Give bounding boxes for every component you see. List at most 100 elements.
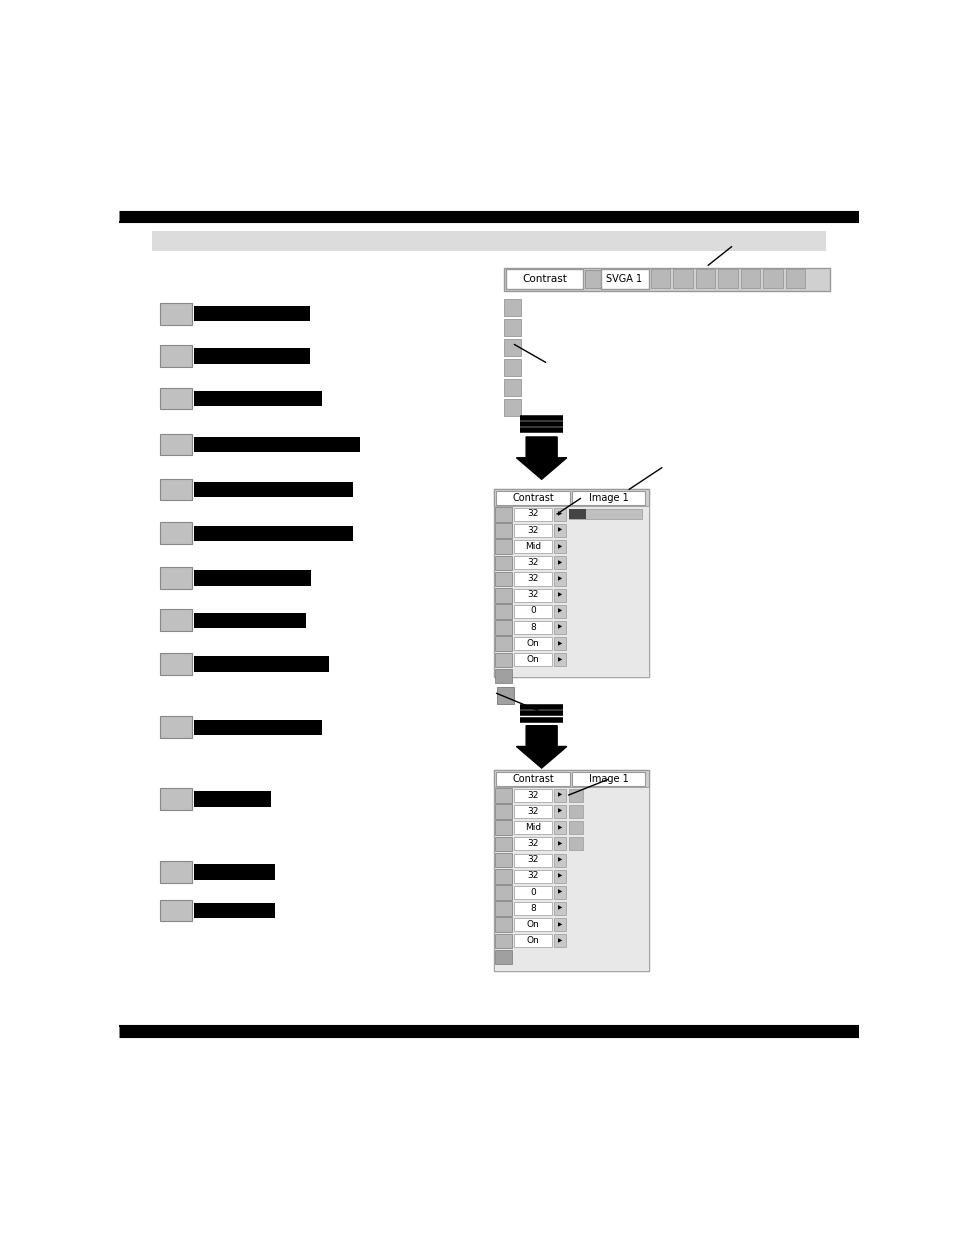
Bar [494, 489, 649, 677]
Bar [504, 399, 521, 416]
Bar [568, 789, 582, 802]
Text: 32: 32 [527, 839, 538, 848]
Bar [554, 805, 566, 818]
Bar [599, 269, 648, 289]
Bar [193, 306, 310, 321]
Bar [494, 506, 649, 677]
Bar [193, 792, 271, 806]
Text: Contrast: Contrast [521, 274, 567, 284]
Bar [513, 621, 552, 634]
Bar [554, 853, 566, 867]
Bar [673, 269, 692, 288]
Bar [495, 934, 512, 948]
Text: ▶: ▶ [558, 543, 561, 548]
Bar [504, 319, 521, 336]
Bar [513, 524, 552, 537]
Text: ▶: ▶ [558, 873, 561, 878]
Bar [496, 490, 569, 505]
Text: ▶: ▶ [558, 625, 561, 630]
Text: 32: 32 [527, 574, 538, 583]
Bar [513, 885, 552, 899]
Bar [159, 900, 192, 921]
Text: ▶: ▶ [558, 559, 561, 564]
Bar [513, 540, 552, 553]
Bar [568, 509, 641, 520]
Text: On: On [526, 638, 538, 648]
Bar [513, 789, 552, 802]
Bar [554, 573, 566, 585]
Bar [495, 820, 512, 835]
Text: ▶: ▶ [558, 641, 561, 646]
Text: ▶: ▶ [558, 809, 561, 814]
Text: ▶: ▶ [558, 609, 561, 614]
Bar [513, 902, 552, 915]
Bar [495, 902, 512, 916]
Bar [495, 869, 512, 883]
Bar [513, 918, 552, 931]
Bar [193, 656, 329, 672]
Bar [159, 388, 192, 409]
Bar [554, 935, 566, 947]
Text: Contrast: Contrast [512, 493, 554, 503]
Bar [159, 567, 192, 589]
Text: ▶: ▶ [558, 857, 561, 862]
Text: ▶: ▶ [558, 905, 561, 910]
Bar [495, 620, 512, 635]
Text: 8: 8 [530, 622, 536, 631]
Bar [495, 885, 512, 900]
Bar [504, 268, 829, 290]
Bar [495, 556, 512, 571]
Bar [513, 556, 552, 569]
Bar [513, 589, 552, 601]
Bar [513, 805, 552, 818]
Bar [568, 837, 582, 851]
Bar [495, 588, 512, 603]
Bar [159, 861, 192, 883]
Text: ▶: ▶ [558, 527, 561, 532]
Bar [513, 853, 552, 867]
Text: 32: 32 [527, 806, 538, 815]
Bar [513, 605, 552, 618]
Text: 32: 32 [527, 558, 538, 567]
Bar [495, 788, 512, 803]
Bar [568, 821, 582, 835]
Bar [159, 609, 192, 631]
Bar [554, 653, 566, 667]
Text: On: On [526, 655, 538, 664]
Bar [571, 490, 645, 505]
Bar [159, 346, 192, 367]
FancyArrow shape [516, 726, 566, 768]
Bar [193, 526, 353, 541]
Bar [495, 540, 512, 555]
Bar [193, 437, 360, 452]
Bar [495, 508, 512, 521]
Text: 32: 32 [527, 590, 538, 599]
Bar [513, 637, 552, 651]
Bar [495, 572, 512, 587]
Text: ▶: ▶ [558, 511, 561, 516]
Text: SVGA 1: SVGA 1 [606, 274, 642, 284]
Bar [554, 885, 566, 899]
Bar [568, 805, 582, 818]
Text: ▶: ▶ [558, 793, 561, 798]
Bar [513, 821, 552, 835]
Text: 32: 32 [527, 526, 538, 535]
Text: 32: 32 [527, 790, 538, 799]
Text: On: On [526, 936, 538, 945]
Bar [193, 864, 274, 879]
Bar [495, 604, 512, 619]
Bar [513, 573, 552, 585]
Bar [495, 852, 512, 867]
Bar [584, 270, 603, 288]
Bar [785, 269, 804, 288]
Bar [193, 390, 321, 406]
Bar [554, 918, 566, 931]
Bar [159, 303, 192, 325]
Bar [497, 687, 513, 704]
Text: On: On [526, 920, 538, 929]
Bar [159, 433, 192, 456]
Text: ▶: ▶ [558, 657, 561, 662]
Bar [159, 788, 192, 810]
Bar [159, 716, 192, 739]
Bar [494, 787, 649, 971]
